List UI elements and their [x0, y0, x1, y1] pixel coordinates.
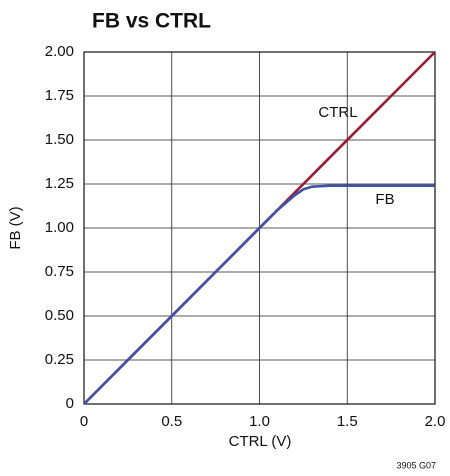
- y-tick-label: 1.25: [45, 175, 74, 192]
- series-line: [83, 184, 435, 405]
- series-label: FB: [375, 191, 394, 208]
- y-tick-label: 0.50: [45, 307, 74, 324]
- y-tick-label: 0.75: [45, 263, 74, 280]
- y-tick-label: 0: [66, 395, 74, 412]
- plot-frame: [83, 51, 436, 405]
- x-tick-label: 0.5: [161, 413, 182, 430]
- y-tick-label: 1.00: [45, 219, 74, 236]
- y-tick-label: 1.50: [45, 131, 74, 148]
- chart-title: FB vs CTRL: [92, 10, 211, 33]
- x-axis-label: CTRL (V): [229, 433, 292, 450]
- y-axis-label: FB (V): [7, 206, 24, 249]
- x-tick-label: 0: [80, 413, 88, 430]
- y-tick-label: 2.00: [45, 43, 74, 60]
- x-tick-label: 1.5: [337, 413, 358, 430]
- figure-id: 3905 G07: [396, 460, 436, 470]
- x-tick-label: 2.0: [425, 413, 446, 430]
- y-tick-label: 0.25: [45, 351, 74, 368]
- x-tick-label: 1.0: [249, 413, 270, 430]
- y-tick-label: 1.75: [45, 87, 74, 104]
- series-label: CTRL: [318, 104, 357, 121]
